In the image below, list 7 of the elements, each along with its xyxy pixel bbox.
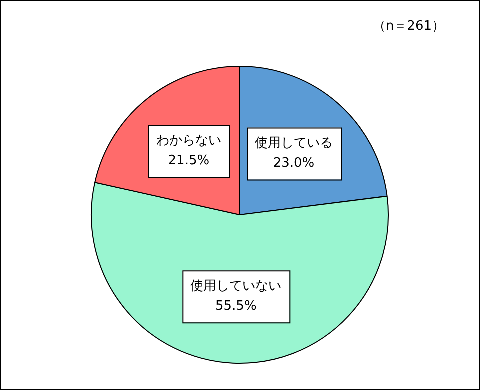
slice-label: 使用している [255,136,334,152]
text: （n＝261） [372,18,445,35]
data-label: 55.5% [215,298,257,314]
slice-label: 使用していない [190,278,282,294]
slice-label: わからない [156,134,222,149]
data-label: 21.5% [168,154,210,169]
data-label: 23.0% [273,156,315,172]
